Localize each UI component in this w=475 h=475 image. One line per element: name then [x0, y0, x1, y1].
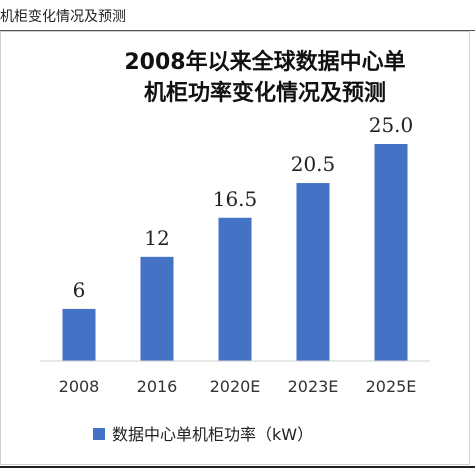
category-label-2016: 2016 [137, 377, 178, 396]
figure-caption: 机柜变化情况及预测 [0, 9, 126, 25]
value-label-2016: 12 [144, 226, 169, 250]
bottom-rule [0, 466, 475, 468]
value-label-2008: 6 [73, 278, 86, 302]
value-label-2025E: 25.0 [369, 113, 414, 137]
category-label-2008: 2008 [59, 377, 100, 396]
value-label-2023E: 20.5 [291, 152, 336, 176]
legend-swatch [93, 428, 105, 440]
value-label-2020E: 16.5 [213, 187, 258, 211]
category-label-2025E: 2025E [366, 377, 417, 396]
chart-title-line-1: 2008年以来全球数据中心单 [124, 49, 405, 75]
chart-title-line-2: 机柜功率变化情况及预测 [144, 80, 386, 106]
bar-2023E [296, 183, 330, 361]
category-labels-group: 2008 2016 2020E 2023E 2025E [59, 377, 417, 396]
bar-chart: 2008年以来全球数据中心单 机柜功率变化情况及预测 6 12 16.5 20.5 25… [40, 49, 430, 444]
bar-2020E [218, 217, 252, 361]
bar-2016 [140, 256, 174, 361]
top-rule [0, 30, 475, 31]
bar-2025E [374, 144, 408, 361]
bar-2008 [62, 308, 96, 361]
value-labels-group: 6 12 16.5 20.5 25.0 [73, 113, 414, 302]
category-label-2023E: 2023E [288, 377, 339, 396]
category-label-2020E: 2020E [210, 377, 261, 396]
legend-label: 数据中心单机柜功率（kW） [112, 425, 313, 444]
bars-group [62, 144, 408, 361]
